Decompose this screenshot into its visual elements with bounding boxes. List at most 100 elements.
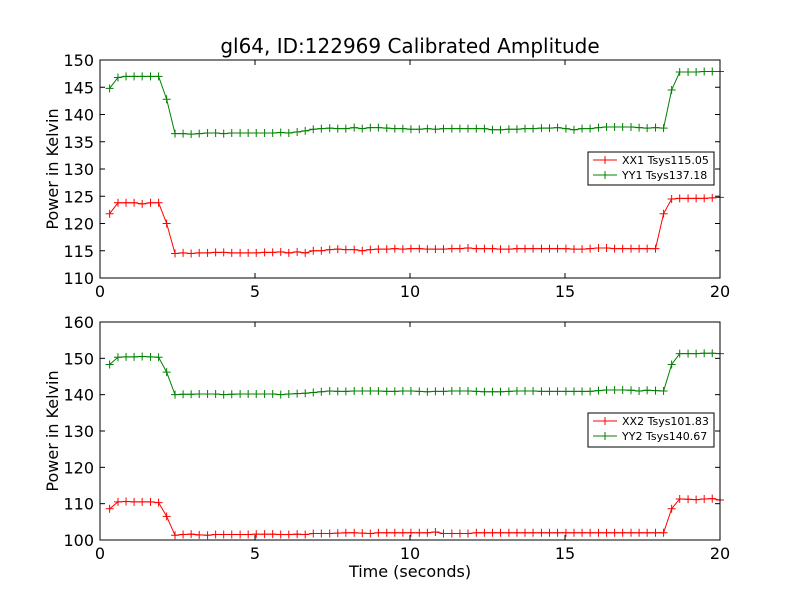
data-point <box>553 528 562 537</box>
data-point <box>586 387 595 396</box>
data-point <box>293 247 302 256</box>
data-point <box>317 529 326 538</box>
data-point <box>366 529 375 538</box>
data-point <box>692 67 701 76</box>
data-point <box>179 248 188 257</box>
data-point <box>488 125 497 134</box>
data-point <box>341 528 350 537</box>
y-tick-label: 140 <box>63 106 94 125</box>
data-point <box>423 387 432 396</box>
data-point <box>684 67 693 76</box>
data-point <box>317 387 326 396</box>
series-line <box>109 70 720 135</box>
data-point <box>561 124 570 133</box>
y-tick-label: 145 <box>63 78 94 97</box>
data-point <box>187 390 196 399</box>
data-point <box>154 72 163 81</box>
x-tick-label: 0 <box>95 544 105 563</box>
data-point <box>692 194 701 203</box>
data-point <box>659 528 668 537</box>
data-point <box>667 194 676 203</box>
data-point <box>293 530 302 539</box>
data-point <box>651 386 660 395</box>
data-point <box>268 389 277 398</box>
y-tick-label: 160 <box>63 313 94 332</box>
data-point <box>651 123 660 132</box>
x-tick-label: 20 <box>710 282 730 301</box>
data-point <box>480 124 489 133</box>
data-point <box>423 245 432 254</box>
data-point <box>219 390 228 399</box>
data-point <box>138 497 147 506</box>
data-point <box>496 528 505 537</box>
legend-item: YY2 Tsys140.67 <box>593 430 707 443</box>
data-point <box>700 349 709 358</box>
data-point <box>146 72 155 81</box>
data-point <box>122 198 131 207</box>
data-point <box>105 84 114 93</box>
chart-title: gl64, ID:122969 Calibrated Amplitude <box>220 34 599 58</box>
data-point <box>708 67 717 76</box>
data-point <box>390 244 399 253</box>
data-point <box>179 390 188 399</box>
data-point <box>684 495 693 504</box>
legend-box <box>587 412 715 448</box>
data-point <box>447 124 456 133</box>
data-point <box>521 244 530 253</box>
data-point <box>529 244 538 253</box>
y-tick-label: 110 <box>63 269 94 288</box>
data-point <box>488 387 497 396</box>
data-point <box>472 244 481 253</box>
data-point <box>317 246 326 255</box>
data-point <box>244 248 253 257</box>
data-point <box>252 248 261 257</box>
data-point <box>569 528 578 537</box>
data-point <box>179 129 188 138</box>
data-point <box>122 352 131 361</box>
legend-label: YY1 Tsys137.18 <box>621 169 707 182</box>
data-point <box>521 528 530 537</box>
x-tick-label: 20 <box>710 544 730 563</box>
data-point <box>309 125 318 134</box>
data-point <box>431 125 440 134</box>
chart-panel-2: 0 5 10 15 20 100 110 120 130 140 150 160 Power in Ke… <box>43 313 730 581</box>
data-point <box>317 124 326 133</box>
data-point <box>122 497 131 506</box>
y-tick-label: 120 <box>63 458 94 477</box>
data-point <box>325 529 334 538</box>
data-point <box>252 530 261 539</box>
data-point <box>700 194 709 203</box>
data-point <box>627 528 636 537</box>
y-axis-label: Power in Kelvin <box>43 108 62 229</box>
data-point <box>398 528 407 537</box>
data-point <box>146 497 155 506</box>
data-point <box>455 244 464 253</box>
data-point <box>325 124 334 133</box>
data-point <box>398 124 407 133</box>
data-point <box>651 528 660 537</box>
data-point <box>268 248 277 257</box>
data-point <box>138 72 147 81</box>
data-point <box>708 193 717 202</box>
data-point <box>293 127 302 136</box>
data-point <box>472 387 481 396</box>
data-point <box>382 245 391 254</box>
x-tick-label: 15 <box>555 282 575 301</box>
data-point <box>398 387 407 396</box>
data-point <box>463 387 472 396</box>
data-point <box>447 387 456 396</box>
data-point <box>635 528 644 537</box>
legend-label: YY2 Tsys140.67 <box>621 430 707 443</box>
data-point <box>130 497 139 506</box>
data-point <box>675 494 684 503</box>
data-point <box>700 494 709 503</box>
data-point <box>618 385 627 394</box>
data-point <box>244 129 253 138</box>
data-point <box>203 389 212 398</box>
data-point <box>358 387 367 396</box>
data-point <box>692 349 701 358</box>
y-tick-label: 115 <box>63 242 94 261</box>
data-point <box>195 530 204 539</box>
data-point <box>325 387 334 396</box>
data-point <box>415 244 424 253</box>
